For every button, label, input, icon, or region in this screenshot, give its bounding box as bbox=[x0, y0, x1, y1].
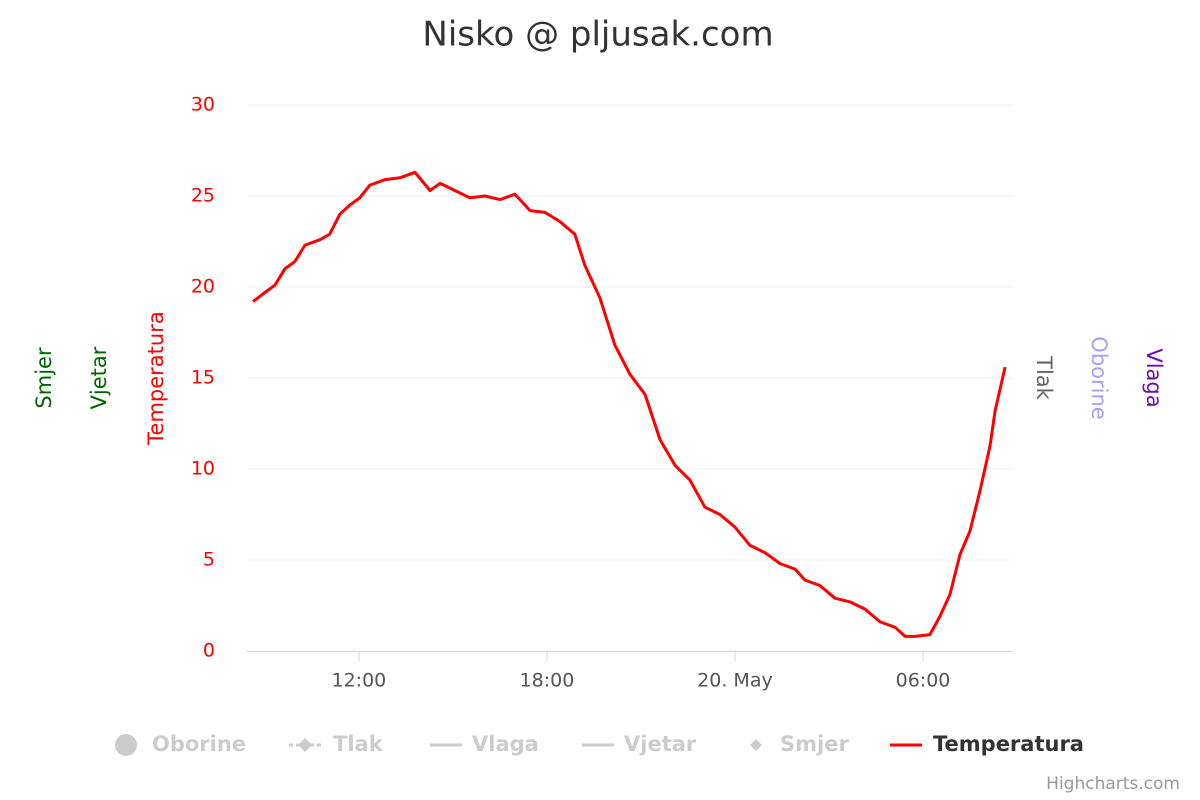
legend-symbol bbox=[115, 734, 137, 756]
credit[interactable]: Highcharts.com bbox=[1046, 774, 1180, 794]
legend-label[interactable]: Smjer bbox=[780, 732, 849, 756]
y-tick-label: 30 bbox=[191, 94, 215, 116]
legend-label[interactable]: Temperatura bbox=[933, 732, 1084, 756]
x-tick-label: 06:00 bbox=[896, 670, 951, 692]
legend-symbol bbox=[750, 739, 762, 751]
chart-title: Nisko @ pljusak.com bbox=[422, 15, 773, 55]
axis-title: Oborine bbox=[1087, 336, 1111, 419]
y-tick-label: 10 bbox=[191, 458, 215, 480]
axis-title: Vjetar bbox=[87, 346, 111, 409]
y-tick-label: 20 bbox=[191, 276, 215, 298]
legend-label[interactable]: Tlak bbox=[333, 732, 384, 756]
axis-title: Tlak bbox=[1032, 355, 1056, 401]
x-tick-label: 18:00 bbox=[520, 670, 575, 692]
legend-symbol bbox=[298, 738, 312, 752]
x-tick-label: 12:00 bbox=[331, 670, 386, 692]
axis-title: Smjer bbox=[32, 347, 56, 409]
x-tick-label: 20. May bbox=[697, 670, 773, 692]
legend-label[interactable]: Vjetar bbox=[624, 732, 697, 756]
y-tick-label: 5 bbox=[203, 549, 215, 571]
y-tick-label: 0 bbox=[203, 640, 215, 662]
legend-label[interactable]: Vlaga bbox=[472, 732, 539, 756]
line-series bbox=[252, 170, 1007, 638]
legend-label[interactable]: Oborine bbox=[152, 732, 246, 756]
axis-title: Temperatura bbox=[144, 311, 168, 445]
y-tick-label: 15 bbox=[191, 367, 215, 389]
axis-title: Vlaga bbox=[1142, 348, 1166, 407]
y-tick-label: 25 bbox=[191, 185, 215, 207]
